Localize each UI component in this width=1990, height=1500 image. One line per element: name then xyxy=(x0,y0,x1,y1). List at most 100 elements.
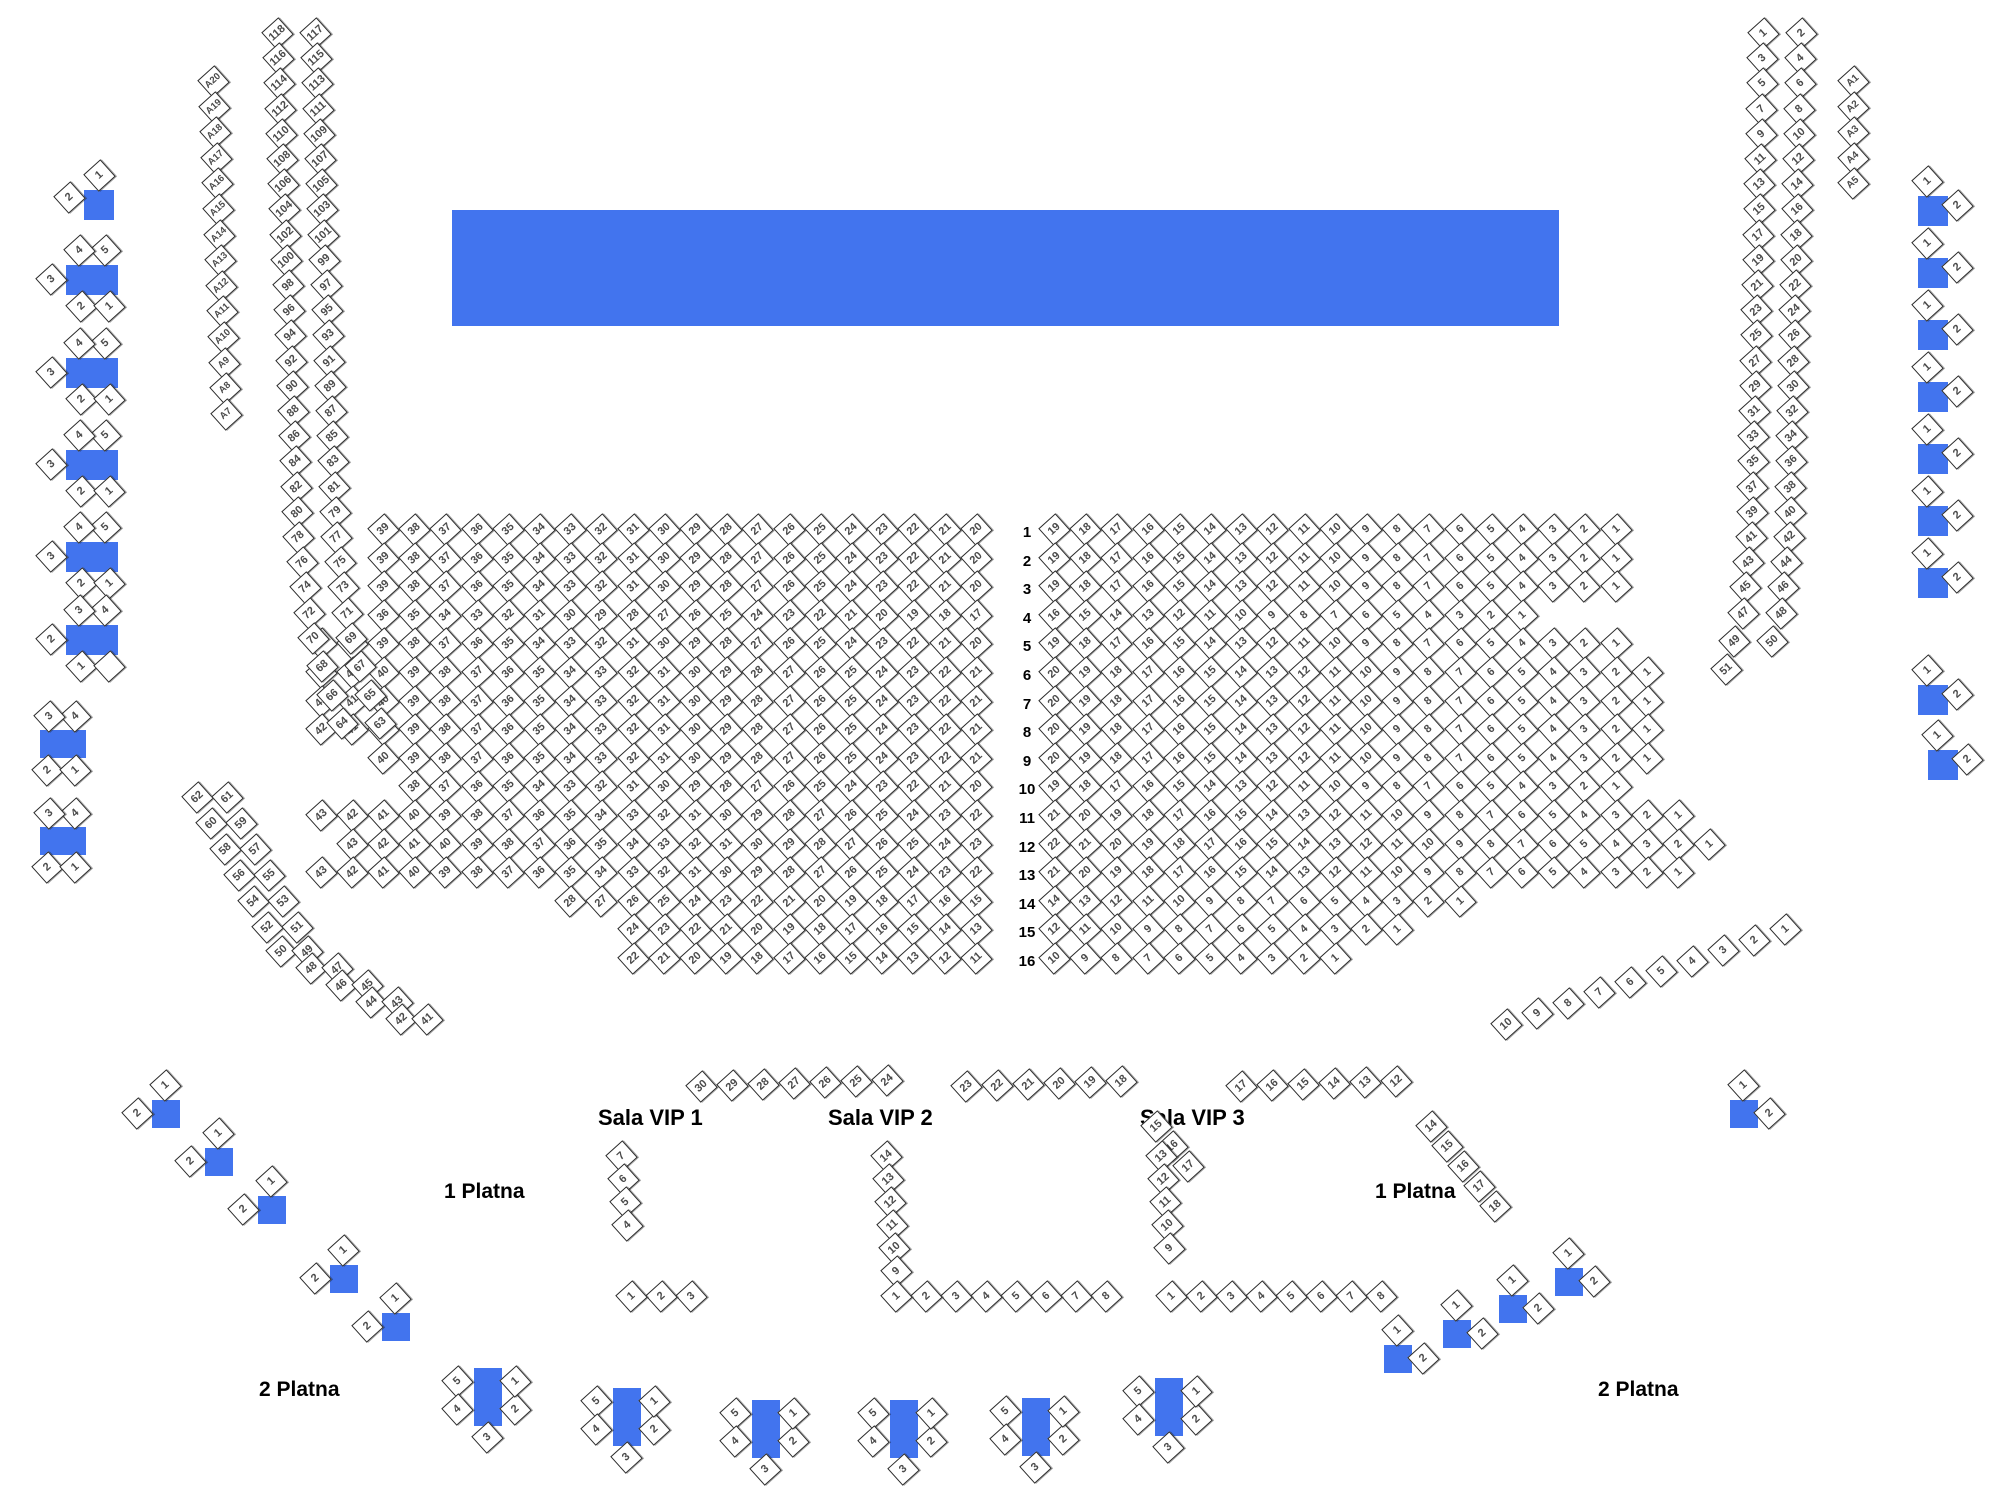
seat-r8-R10[interactable]: 10 xyxy=(1350,713,1383,746)
seat-r3-R14[interactable]: 14 xyxy=(1194,570,1227,603)
box-left-1[interactable] xyxy=(84,190,114,220)
seat-r16-17[interactable]: 17 xyxy=(772,942,806,975)
seat-r11-37[interactable]: 37 xyxy=(492,799,525,832)
sala-vip-2-seat-19[interactable]: 19 xyxy=(1074,1066,1107,1099)
seat-r16-19[interactable]: 19 xyxy=(710,942,743,975)
seat-r8-R5[interactable]: 5 xyxy=(1506,713,1539,746)
sala-vip-2-seat-20[interactable]: 20 xyxy=(1043,1067,1076,1100)
seat-r13-R5[interactable]: 5 xyxy=(1537,856,1570,889)
seat-r15-24[interactable]: 24 xyxy=(616,913,650,947)
seat-r12-29[interactable]: 29 xyxy=(772,827,806,861)
seat-r3-R16[interactable]: 16 xyxy=(1131,570,1165,603)
seat-r10-31[interactable]: 31 xyxy=(616,770,650,804)
seat-r11-R17[interactable]: 17 xyxy=(1163,799,1196,832)
sala-vip-2-seat-B4[interactable]: 4 xyxy=(970,1280,1003,1313)
sala-vip-2-seat-B1[interactable]: 1 xyxy=(880,1280,913,1313)
seat-r13-R18[interactable]: 18 xyxy=(1131,856,1165,889)
seat-r13-R7[interactable]: 7 xyxy=(1475,856,1508,889)
box-left-2-seat-3[interactable]: 3 xyxy=(35,263,68,296)
seat-r9-40[interactable]: 40 xyxy=(367,742,400,775)
box-bottom-6[interactable] xyxy=(1155,1378,1183,1436)
box-lr-2-seat-1[interactable]: 1 xyxy=(1440,1289,1473,1322)
seat-r16-R6[interactable]: 6 xyxy=(1163,942,1196,975)
box-right-9[interactable] xyxy=(1928,750,1958,780)
seat-lbalcony-72[interactable]: 72 xyxy=(293,596,326,630)
seat-r3-R1[interactable]: 1 xyxy=(1599,570,1633,603)
seat-r11-22[interactable]: 22 xyxy=(960,799,993,832)
seat-r10-R10[interactable]: 10 xyxy=(1319,770,1352,804)
box-left-5[interactable] xyxy=(66,542,118,572)
sala-vip-2-seat-B3[interactable]: 3 xyxy=(940,1280,973,1313)
box-right-3-seat-1[interactable]: 1 xyxy=(1911,289,1944,322)
box-left-8-seat-2[interactable]: 2 xyxy=(31,851,64,884)
seat-r1-R3[interactable]: 3 xyxy=(1537,513,1570,546)
box-right-1[interactable] xyxy=(1918,196,1948,226)
seat-r8-R17[interactable]: 17 xyxy=(1131,713,1165,746)
seat-r13-R6[interactable]: 6 xyxy=(1506,856,1539,889)
seat-r11-33[interactable]: 33 xyxy=(616,799,650,832)
seat-r2-R1[interactable]: 1 xyxy=(1599,541,1633,575)
seat-r8-R16[interactable]: 16 xyxy=(1163,713,1196,746)
seat-r11-R10[interactable]: 10 xyxy=(1381,799,1414,832)
seat-r1-R18[interactable]: 18 xyxy=(1069,513,1102,546)
seat-lbalcony-71[interactable]: 71 xyxy=(331,596,364,630)
sala-vip-3-seat-B5[interactable]: 5 xyxy=(1275,1280,1308,1313)
sala-vip-3-seat-B2[interactable]: 2 xyxy=(1185,1280,1218,1313)
seat-r11-43[interactable]: 43 xyxy=(304,799,338,832)
seat-r16-22[interactable]: 22 xyxy=(616,942,650,975)
seat-r8-R6[interactable]: 6 xyxy=(1475,713,1508,746)
box-left-4-seat-1[interactable]: 1 xyxy=(93,475,126,508)
box-bottom-1-seat-2[interactable]: 2 xyxy=(499,1393,532,1426)
seat-r1-R10[interactable]: 10 xyxy=(1319,513,1352,546)
box-bottom-2-seat-4[interactable]: 4 xyxy=(580,1413,613,1446)
seat-r13-R21[interactable]: 21 xyxy=(1038,856,1071,889)
box-bottom-2[interactable] xyxy=(613,1388,641,1446)
box-bottom-6-seat-1[interactable]: 1 xyxy=(1180,1375,1213,1408)
seat-r16-16[interactable]: 16 xyxy=(804,942,837,975)
box-ll-5-seat-1[interactable]: 1 xyxy=(379,1282,412,1315)
sala-vip-2-seat-B5[interactable]: 5 xyxy=(1000,1280,1033,1313)
seat-r13-31[interactable]: 31 xyxy=(679,856,712,889)
box-left-6-seat-2[interactable]: 2 xyxy=(35,623,68,656)
box-right-8[interactable] xyxy=(1918,685,1948,715)
box-ll-3[interactable] xyxy=(258,1196,286,1224)
seat-r16-21[interactable]: 21 xyxy=(648,942,681,975)
seat-r6-21[interactable]: 21 xyxy=(960,656,993,689)
seat-rlower-10[interactable]: 10 xyxy=(1490,1007,1523,1041)
seat-r13-R17[interactable]: 17 xyxy=(1163,856,1196,889)
seat-r2-31[interactable]: 31 xyxy=(616,541,650,575)
seat-rbalcony-48[interactable]: 48 xyxy=(1764,596,1798,630)
seat-r16-R8[interactable]: 8 xyxy=(1100,942,1134,975)
seat-r8-36[interactable]: 36 xyxy=(492,713,525,746)
seat-r16-R10[interactable]: 10 xyxy=(1038,942,1071,975)
sala-vip-3-seat-14[interactable]: 14 xyxy=(1318,1067,1351,1100)
seat-r11-R15[interactable]: 15 xyxy=(1225,799,1258,832)
seat-r3-29[interactable]: 29 xyxy=(679,570,712,603)
box-bottom-6-seat-2[interactable]: 2 xyxy=(1180,1403,1213,1436)
seat-r11-R18[interactable]: 18 xyxy=(1131,799,1165,832)
seat-r5-26[interactable]: 26 xyxy=(772,627,806,661)
seat-r3-R4[interactable]: 4 xyxy=(1506,570,1539,603)
seat-r5-R11[interactable]: 11 xyxy=(1287,627,1321,661)
seat-rbalcony-51[interactable]: 51 xyxy=(1710,653,1743,686)
seat-lbalcony-74[interactable]: 74 xyxy=(289,571,323,605)
box-left-4-seat-3[interactable]: 3 xyxy=(35,448,68,481)
seat-r11-38[interactable]: 38 xyxy=(460,799,494,832)
seat-r8-R7[interactable]: 7 xyxy=(1443,713,1477,746)
seat-r13-R2[interactable]: 2 xyxy=(1631,856,1664,889)
box-ll-2-seat-2[interactable]: 2 xyxy=(174,1145,207,1178)
seat-r3-31[interactable]: 31 xyxy=(616,570,650,603)
seat-r15-19[interactable]: 19 xyxy=(772,913,806,947)
seat-r15-R9[interactable]: 9 xyxy=(1131,913,1165,947)
box-ll-5[interactable] xyxy=(382,1313,410,1341)
seat-r11-R21[interactable]: 21 xyxy=(1038,799,1071,832)
seat-r6-32[interactable]: 32 xyxy=(616,656,650,689)
box-lr-5-seat-1[interactable]: 1 xyxy=(1727,1069,1760,1102)
seat-rlower-9[interactable]: 9 xyxy=(1521,997,1554,1030)
seat-llower-41[interactable]: 41 xyxy=(411,1003,444,1036)
seat-r11-25[interactable]: 25 xyxy=(866,799,899,832)
seat-r8-25[interactable]: 25 xyxy=(835,713,868,746)
sala-vip-3-seat-L9[interactable]: 9 xyxy=(1153,1232,1186,1265)
seat-r3-26[interactable]: 26 xyxy=(772,570,806,603)
seat-r13-39[interactable]: 39 xyxy=(429,856,463,889)
